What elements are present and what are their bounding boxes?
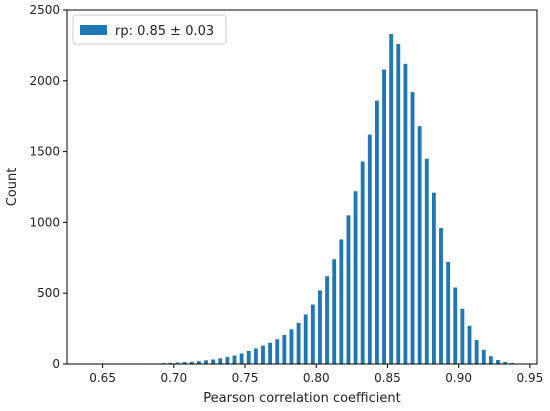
histogram-bar: [175, 362, 180, 364]
legend: rp: 0.85 ± 0.03: [72, 14, 227, 45]
histogram-bar: [374, 100, 379, 365]
histogram-bar: [182, 362, 187, 364]
x-tick-label: 0.90: [445, 371, 472, 385]
histogram-bar: [168, 362, 173, 364]
histogram-bar: [403, 63, 408, 365]
histogram-bar: [246, 350, 251, 364]
histogram-bar: [453, 287, 458, 364]
histogram-bar: [268, 342, 273, 364]
histogram-bar: [318, 290, 322, 364]
histogram-bar: [439, 228, 443, 364]
histogram-bar: [196, 361, 201, 364]
x-tick-label: 0.95: [517, 371, 544, 385]
x-axis-ticks: 0.65 0.70 0.75 0.80 0.85 0.90 0.95: [89, 364, 543, 385]
histogram-bar: [204, 360, 208, 364]
legend-swatch: [80, 25, 107, 35]
y-axis-ticks: 0 500 1000 1500 2000 2500: [29, 3, 67, 371]
y-tick-label: 500: [37, 286, 60, 300]
legend-label: rp: 0.85 ± 0.03: [115, 24, 214, 39]
histogram-bar: [424, 158, 429, 364]
x-tick-label: 0.65: [89, 371, 116, 385]
histogram-bar: [417, 126, 422, 364]
plot-frame: [66, 9, 538, 365]
histogram-bar: [496, 360, 500, 364]
x-tick-label: 0.80: [303, 371, 330, 385]
histogram-bar: [232, 355, 237, 364]
y-tick-label: 2000: [29, 74, 60, 88]
histogram-bar: [225, 356, 230, 364]
histogram-bar: [253, 348, 258, 364]
histogram-bar: [396, 43, 401, 364]
histogram-bar: [503, 362, 508, 364]
histogram-bar: [332, 259, 337, 364]
histogram-bar: [460, 308, 465, 364]
x-tick-label: 0.85: [374, 371, 401, 385]
histogram-bar: [261, 345, 265, 364]
histogram-bars: [79, 34, 529, 365]
histogram-bar: [296, 322, 301, 364]
y-tick-label: 1500: [29, 145, 60, 159]
histogram-bar: [353, 191, 358, 364]
y-tick-label: 2500: [29, 3, 60, 17]
histogram-bar: [339, 239, 344, 364]
histogram-bar: [211, 359, 216, 364]
histogram-bar: [275, 339, 280, 364]
histogram-bar: [239, 353, 244, 364]
x-axis-label: Pearson correlation coefficient: [203, 391, 400, 406]
histogram-bar: [431, 192, 436, 364]
legend-box: [72, 14, 227, 45]
histogram-bar: [303, 314, 308, 364]
histogram-bar: [218, 358, 223, 364]
y-tick-label: 1000: [29, 215, 60, 229]
y-tick-label: 0: [52, 357, 60, 371]
histogram-bar: [310, 304, 315, 364]
histogram-bar: [467, 325, 472, 364]
histogram-bar: [360, 161, 365, 364]
histogram-bar: [189, 361, 194, 364]
histogram-bar: [389, 34, 394, 365]
histogram-bar: [488, 356, 493, 364]
histogram-bar: [474, 339, 479, 364]
x-tick-label: 0.75: [232, 371, 259, 385]
histogram-bar: [346, 215, 351, 364]
histogram-bar: [325, 276, 330, 364]
histogram-bar: [382, 69, 386, 365]
histogram-bar: [367, 134, 372, 364]
x-tick-label: 0.70: [160, 371, 187, 385]
histogram-bar: [289, 329, 294, 364]
y-axis-label: Count: [5, 168, 20, 207]
histogram-bar: [481, 349, 486, 364]
histogram-bar: [282, 334, 287, 364]
histogram-bar: [446, 262, 451, 364]
histogram-bar: [410, 92, 415, 365]
